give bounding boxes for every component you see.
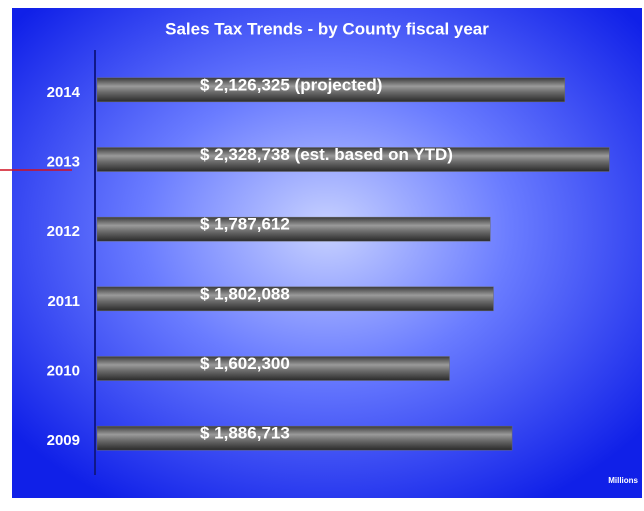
bar [96,425,513,451]
bar [96,147,610,172]
data-label: $ 2,328,738 (est. based on YTD) [200,145,453,164]
y-tick-label: 2013 [47,153,80,170]
data-label: $ 2,126,325 (projected) [200,75,382,94]
y-tick-label: 2010 [47,362,80,379]
chart-title: Sales Tax Trends - by County fiscal year [165,19,489,38]
y-tick-label: 2014 [47,84,81,101]
y-tick-label: 2012 [47,223,80,240]
data-label: $ 1,886,713 [200,424,290,443]
bar [96,77,566,103]
bar [96,356,450,381]
y-tick-label: 2011 [47,293,80,310]
bar [96,216,491,242]
x-axis-label: Millions [608,476,638,485]
data-label: $ 1,602,300 [200,354,290,373]
data-label: $ 1,787,612 [200,215,290,234]
data-label: $ 1,802,088 [200,284,290,303]
y-tick-label: 2009 [47,432,80,449]
bar [96,286,494,312]
